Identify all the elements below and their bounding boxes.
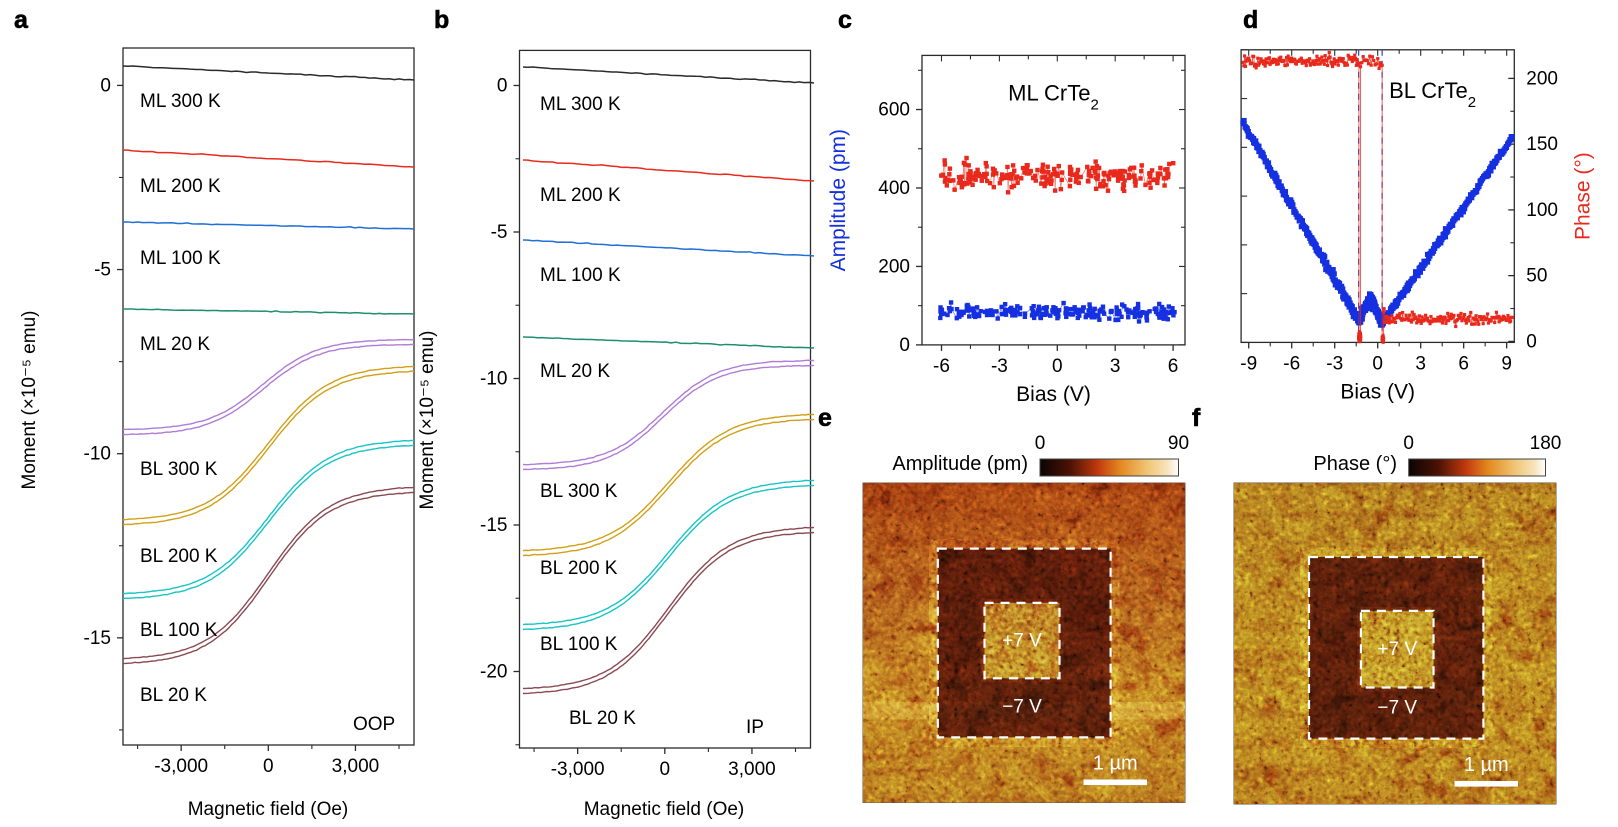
svg-text:IP: IP (746, 717, 764, 738)
svg-text:Amplitude (pm): Amplitude (pm) (892, 453, 1028, 475)
svg-text:Phase (°): Phase (°) (1571, 152, 1594, 240)
svg-text:0: 0 (1035, 433, 1046, 454)
svg-text:-5: -5 (491, 222, 508, 243)
svg-text:-9: -9 (1240, 353, 1257, 374)
svg-text:-3: -3 (991, 356, 1008, 377)
svg-text:1 µm: 1 µm (1093, 753, 1138, 775)
svg-text:-6: -6 (933, 356, 950, 377)
svg-text:-20: -20 (480, 662, 507, 683)
svg-text:3: 3 (1110, 356, 1121, 377)
svg-text:BL 200 K: BL 200 K (540, 558, 618, 579)
svg-text:3,000: 3,000 (332, 756, 380, 777)
svg-text:-6: -6 (1283, 353, 1300, 374)
svg-text:0: 0 (263, 756, 274, 777)
svg-text:-10: -10 (84, 444, 111, 465)
svg-text:-15: -15 (480, 515, 507, 536)
svg-text:-5: -5 (94, 260, 111, 281)
svg-text:200: 200 (1526, 68, 1558, 89)
svg-text:Magnetic field (Oe): Magnetic field (Oe) (188, 799, 349, 820)
svg-text:Moment (×10⁻⁵ emu): Moment (×10⁻⁵ emu) (417, 331, 438, 510)
svg-text:9: 9 (1501, 353, 1512, 374)
svg-text:-3,000: -3,000 (154, 756, 208, 777)
svg-text:3: 3 (1415, 353, 1426, 374)
svg-text:0: 0 (899, 335, 910, 356)
svg-text:ML 200 K: ML 200 K (540, 185, 621, 206)
svg-text:0: 0 (660, 759, 671, 780)
svg-text:OOP: OOP (353, 714, 395, 735)
svg-text:ML 20 K: ML 20 K (140, 334, 210, 355)
svg-text:-3,000: -3,000 (551, 759, 605, 780)
svg-text:ML 100 K: ML 100 K (540, 265, 621, 286)
svg-text:BL 20 K: BL 20 K (140, 685, 207, 706)
svg-text:0: 0 (100, 75, 111, 96)
svg-text:BL 100 K: BL 100 K (540, 634, 618, 655)
svg-text:100: 100 (1526, 200, 1558, 221)
svg-text:Phase (°): Phase (°) (1313, 453, 1397, 475)
svg-text:3,000: 3,000 (728, 759, 776, 780)
svg-text:ML 300 K: ML 300 K (540, 94, 621, 115)
svg-text:BL 300 K: BL 300 K (140, 459, 218, 480)
svg-text:180: 180 (1530, 433, 1562, 454)
svg-text:400: 400 (878, 178, 910, 199)
svg-text:ML 20 K: ML 20 K (540, 361, 610, 382)
svg-text:Amplitude (pm): Amplitude (pm) (827, 129, 850, 271)
svg-text:600: 600 (878, 100, 910, 121)
svg-text:0: 0 (1372, 353, 1383, 374)
svg-text:Moment (×10⁻⁵ emu): Moment (×10⁻⁵ emu) (19, 311, 40, 490)
svg-text:-3: -3 (1326, 353, 1343, 374)
svg-text:+7 V: +7 V (1377, 639, 1417, 660)
svg-text:-15: -15 (84, 628, 111, 649)
svg-text:0: 0 (1526, 331, 1537, 352)
svg-text:+7 V: +7 V (1002, 631, 1042, 652)
svg-text:−7 V: −7 V (1002, 696, 1042, 717)
svg-text:BL 20 K: BL 20 K (569, 708, 636, 729)
svg-text:200: 200 (878, 256, 910, 277)
svg-text:1 µm: 1 µm (1464, 754, 1509, 776)
svg-text:BL 200 K: BL 200 K (140, 546, 218, 567)
svg-text:Bias (V): Bias (V) (1340, 380, 1415, 403)
svg-text:BL 300 K: BL 300 K (540, 481, 618, 502)
svg-text:−7 V: −7 V (1377, 698, 1417, 719)
svg-text:90: 90 (1168, 433, 1189, 454)
svg-text:6: 6 (1168, 356, 1179, 377)
svg-text:BL CrTe2: BL CrTe2 (1389, 78, 1476, 111)
svg-text:Bias (V): Bias (V) (1016, 383, 1091, 406)
svg-text:-10: -10 (480, 369, 507, 390)
svg-text:ML 200 K: ML 200 K (140, 176, 221, 197)
svg-text:0: 0 (1403, 433, 1414, 454)
svg-text:ML 100 K: ML 100 K (140, 248, 221, 269)
svg-text:6: 6 (1458, 353, 1469, 374)
svg-text:0: 0 (497, 76, 508, 97)
svg-text:50: 50 (1526, 266, 1547, 287)
svg-text:Magnetic field (Oe): Magnetic field (Oe) (584, 799, 745, 820)
svg-text:0: 0 (1052, 356, 1063, 377)
svg-text:ML CrTe2: ML CrTe2 (1008, 80, 1099, 113)
svg-text:ML 300 K: ML 300 K (140, 91, 221, 112)
svg-text:150: 150 (1526, 134, 1558, 155)
svg-text:BL 100 K: BL 100 K (140, 620, 218, 641)
